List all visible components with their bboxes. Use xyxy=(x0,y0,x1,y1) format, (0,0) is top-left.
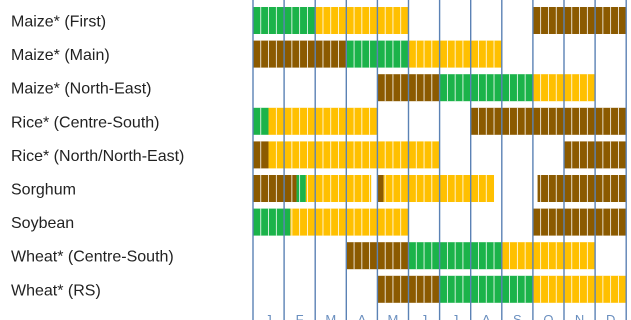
month-label-0: J xyxy=(265,312,272,320)
month-gridlines xyxy=(252,0,627,320)
month-label-6: J xyxy=(452,312,459,320)
month-label-3: A xyxy=(358,312,367,320)
crop-label-rice-centre-south: Rice* (Centre-South) xyxy=(11,114,160,131)
month-label-2: M xyxy=(325,312,336,320)
month-label-7: A xyxy=(482,312,491,320)
crop-label-soybean: Soybean xyxy=(11,215,74,232)
crop-row-soybean xyxy=(253,208,627,236)
crop-label-maize-main: Maize* (Main) xyxy=(11,47,110,64)
bar-sowing-sorghum-3 xyxy=(377,175,384,202)
crop-row-maize-first xyxy=(253,7,627,34)
crop-label-rice-north-north-east: Rice* (North/North-East) xyxy=(11,148,184,165)
month-label-8: S xyxy=(513,312,522,320)
bar-sowing-sorghum-0 xyxy=(253,175,297,202)
month-label-5: J xyxy=(421,312,428,320)
bar-harvest-sorghum-4 xyxy=(383,175,495,202)
crop-row-maize-north-east xyxy=(377,74,596,102)
month-label-1: F xyxy=(296,312,304,320)
crop-label-wheat-centre-south: Wheat* (Centre-South) xyxy=(11,249,174,266)
month-label-9: O xyxy=(543,312,553,320)
bar-growing-sorghum-1 xyxy=(296,175,306,202)
crop-labels: Maize* (First) Maize* (Main) Maize* (North… xyxy=(11,14,184,300)
crop-row-wheat-centre-south xyxy=(346,242,596,270)
bar-sowing-sorghum-5 xyxy=(537,175,627,202)
crop-label-wheat-rs: Wheat* (RS) xyxy=(11,282,101,299)
month-label-11: D xyxy=(606,312,615,320)
crop-row-sorghum xyxy=(253,175,627,202)
bar-harvest-soybean-1 xyxy=(290,208,409,236)
crop-label-sorghum: Sorghum xyxy=(11,182,76,199)
crop-row-rice-centre-south xyxy=(253,107,627,135)
month-label-4: M xyxy=(388,312,399,320)
crop-label-maize-first: Maize* (First) xyxy=(11,14,106,31)
calendar-bars xyxy=(253,7,627,303)
crop-label-maize-north-east: Maize* (North-East) xyxy=(11,81,151,98)
month-label-10: N xyxy=(575,312,584,320)
